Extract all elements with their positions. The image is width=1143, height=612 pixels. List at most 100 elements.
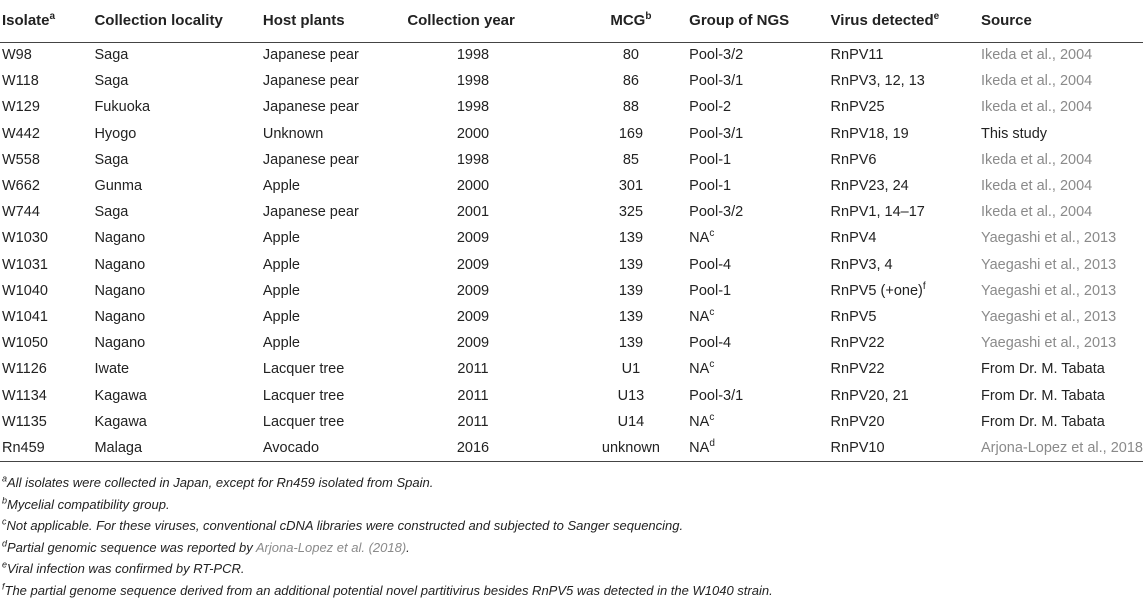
- table-row: W98 Saga Japanese pear 1998 80 Pool-3/2 RnPV11…: [0, 42, 1143, 68]
- source-cell: Yaegashi et al., 2013: [980, 256, 1117, 273]
- virus-cell: RnPV4: [830, 230, 877, 247]
- footnote-marker: e: [933, 11, 940, 23]
- column-header: Isolatea: [0, 0, 95, 43]
- virus-cell: RnPV23, 24: [830, 178, 909, 195]
- virus-cell: RnPV3, 4: [830, 256, 893, 273]
- source-cell: Ikeda et al., 2004: [980, 204, 1093, 221]
- column-header: Virus detectede: [830, 0, 981, 43]
- table-row: W1135 Kagawa Lacquer tree 2011 U14 NAc RnPV20 F…: [0, 409, 1143, 435]
- ngs-group-cell: Pool-1: [689, 151, 732, 168]
- table-row: W662 Gunma Apple 2000 301 Pool-1 RnPV23, 24 Ike…: [0, 173, 1143, 199]
- isolate-cell: W442: [2, 125, 40, 142]
- mcg-cell: U13: [617, 387, 645, 404]
- table-row: W1134 Kagawa Lacquer tree 2011 U13 Pool-3/1 Rn…: [0, 382, 1143, 408]
- mcg-cell: 169: [618, 125, 644, 142]
- source-cell: Yaegashi et al., 2013: [980, 230, 1117, 247]
- column-header: MCGb: [582, 0, 690, 43]
- year-cell: 1998: [456, 47, 490, 64]
- footnote-text: .: [406, 539, 410, 555]
- ngs-group-cell: Pool-4: [689, 256, 732, 273]
- table-header-row: Isolatea Collection locality Host plants Co…: [0, 0, 1143, 43]
- footnote-marker: a: [49, 11, 56, 23]
- source-cell: Ikeda et al., 2004: [980, 47, 1093, 64]
- footnote: eViral infection was confirmed by RT-PCR…: [2, 558, 1132, 580]
- virus-cell: RnPV22: [830, 335, 885, 352]
- column-header-label: Collection locality: [94, 12, 223, 30]
- year-cell: 2009: [456, 308, 490, 325]
- column-header: Collection locality: [94, 0, 263, 43]
- locality-cell: Saga: [94, 73, 129, 90]
- mcg-cell: 139: [618, 282, 644, 299]
- host-cell: Lacquer tree: [262, 413, 345, 430]
- host-cell: Japanese pear: [262, 47, 359, 64]
- footnote-marker: e: [2, 559, 8, 570]
- virus-cell: RnPV20: [830, 413, 885, 430]
- footnote-marker: f: [2, 581, 5, 592]
- citation-link[interactable]: Arjona-Lopez et al. (2018): [255, 539, 407, 555]
- year-cell: 2011: [457, 413, 489, 430]
- footnote: aAll isolates were collected in Japan, e…: [2, 472, 1132, 494]
- isolate-cell: W662: [2, 178, 40, 195]
- mcg-cell: 86: [622, 73, 639, 90]
- virus-cell: RnPV5 (+one)f: [830, 280, 926, 299]
- footnote-text: Viral infection was confirmed by RT-PCR.: [7, 561, 245, 576]
- host-cell: Japanese pear: [262, 99, 359, 116]
- column-header-label: Source: [980, 12, 1032, 30]
- isolate-cell: W118: [2, 73, 39, 90]
- virus-cell: RnPV20, 21: [830, 387, 909, 404]
- isolate-cell: W1030: [2, 230, 48, 247]
- locality-cell: Kagawa: [94, 413, 147, 430]
- table-body: W98 Saga Japanese pear 1998 80 Pool-3/2 RnPV11…: [0, 42, 1143, 462]
- mcg-cell: 139: [618, 308, 644, 325]
- virus-cell: RnPV22: [830, 361, 885, 378]
- locality-cell: Nagano: [94, 230, 146, 247]
- virus-cell: RnPV11: [830, 47, 884, 64]
- footnote-marker: a: [2, 473, 8, 484]
- ngs-group-cell: Pool-3/1: [689, 387, 744, 404]
- virus-cell: RnPV3, 12, 13: [830, 73, 925, 90]
- isolate-cell: W1050: [2, 335, 48, 352]
- isolate-cell: W1134: [2, 387, 47, 404]
- footnote-marker: d: [709, 437, 715, 449]
- year-cell: 1998: [456, 99, 490, 116]
- isolate-cell: W1031: [2, 256, 48, 273]
- host-cell: Apple: [262, 256, 300, 273]
- mcg-cell: 88: [622, 99, 639, 116]
- year-cell: 2000: [456, 178, 490, 195]
- isolate-cell: W1135: [2, 413, 47, 430]
- isolate-cell: Rn459: [0, 434, 95, 462]
- year-cell: 2000: [456, 125, 490, 142]
- locality-cell: Kagawa: [94, 387, 147, 404]
- footnote: fThe partial genome sequence derived fro…: [2, 580, 1132, 602]
- footnotes: aAll isolates were collected in Japan, e…: [2, 472, 1132, 601]
- column-header: Source: [980, 0, 1143, 43]
- year-cell: 2009: [456, 335, 490, 352]
- isolates-table: Isolatea Collection locality Host plants Co…: [0, 0, 1143, 462]
- ngs-group-cell: Pool-3/2: [689, 204, 744, 221]
- footnote-text: All isolates were collected in Japan, ex…: [7, 475, 434, 490]
- source-cell: Ikeda et al., 2004: [980, 151, 1093, 168]
- ngs-group-cell: Pool-2: [689, 99, 732, 116]
- virus-cell: RnPV25: [830, 99, 885, 116]
- table-row: W1040 Nagano Apple 2009 139 Pool-1 RnPV5 (+one…: [0, 278, 1143, 304]
- mcg-cell: unknown: [582, 434, 690, 462]
- source-cell: Ikeda et al., 2004: [980, 178, 1093, 195]
- year-cell: 2011: [457, 361, 489, 378]
- table-row: W744 Saga Japanese pear 2001 325 Pool-3/2 RnPV…: [0, 199, 1143, 225]
- virus-cell: RnPV1, 14–17: [830, 204, 925, 221]
- ngs-group-cell: NAc: [689, 411, 715, 430]
- host-cell: Lacquer tree: [262, 387, 345, 404]
- isolate-cell: W744: [2, 204, 40, 221]
- locality-cell: Nagano: [94, 335, 146, 352]
- locality-cell: Saga: [94, 151, 129, 168]
- column-header-label: Isolate: [2, 12, 50, 30]
- source-cell: From Dr. M. Tabata: [980, 387, 1105, 404]
- source-cell: Ikeda et al., 2004: [980, 99, 1093, 116]
- ngs-group-cell: NAc: [689, 228, 715, 247]
- footnote-marker: c: [709, 359, 715, 371]
- host-cell: Lacquer tree: [262, 361, 345, 378]
- host-cell: Unknown: [262, 125, 324, 142]
- isolate-cell: W129: [2, 99, 40, 116]
- host-cell: Apple: [262, 308, 300, 325]
- footnote-marker: c: [709, 228, 715, 240]
